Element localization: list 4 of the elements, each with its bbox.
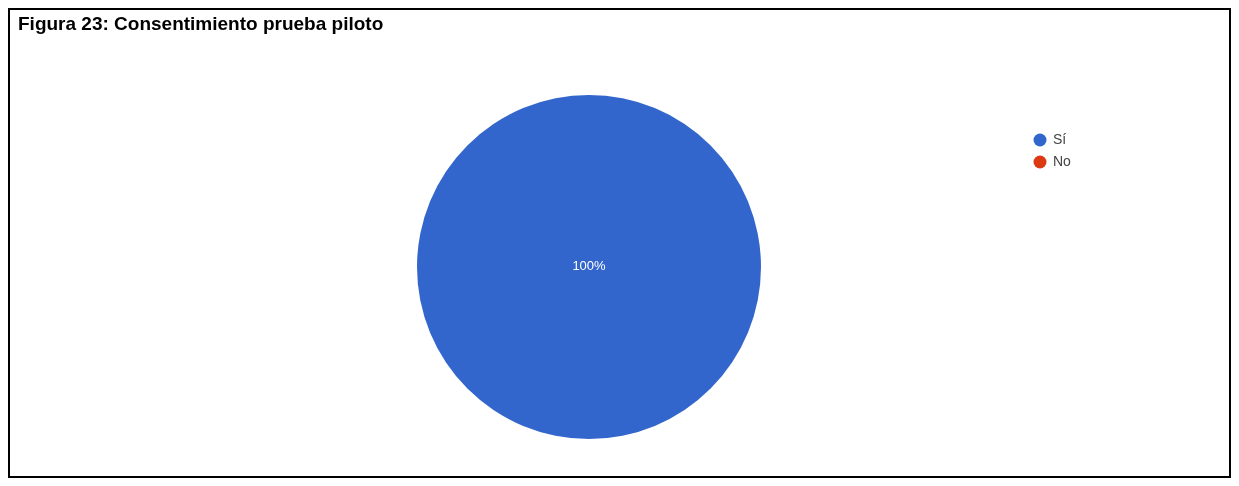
text: Figura 23: Consentimiento prueba piloto (18, 13, 384, 34)
legend-label: No (1053, 152, 1072, 169)
data-label: 100% (572, 258, 607, 274)
legend-label: Sí (1053, 130, 1067, 147)
